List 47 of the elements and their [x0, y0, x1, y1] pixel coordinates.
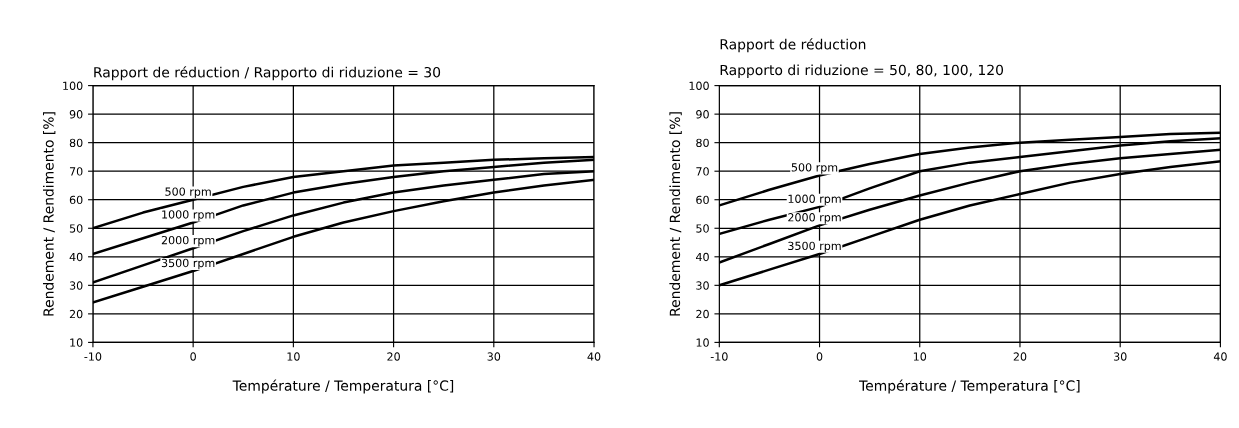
- x-axis-title: Température / Temperatura [°C]: [859, 379, 1080, 394]
- y-tick-label: 80: [69, 138, 83, 148]
- x-tick-label: 0: [816, 352, 823, 361]
- x-tick-label: 0: [190, 352, 196, 361]
- chart-title: Rapport de réduction / Rapporto di riduzione = 30: [94, 66, 441, 81]
- series-label: 2000 rpm: [788, 213, 841, 224]
- y-tick-label: 90: [696, 110, 709, 119]
- x-tick-label: -10: [84, 352, 102, 361]
- y-tick-label: 90: [69, 110, 83, 119]
- x-tick-label: 30: [1113, 352, 1127, 361]
- y-tick-label: 60: [69, 195, 83, 205]
- series-label: 500 rpm: [165, 187, 211, 198]
- x-axis-title: Température / Temperatura [°C]: [232, 379, 454, 394]
- chart-subtitle: Rapporto di riduzione = 50, 80, 100, 120: [720, 64, 1004, 78]
- y-tick-label: 100: [63, 81, 83, 90]
- x-tick-label: 30: [487, 352, 501, 361]
- x-tick-label: 20: [1013, 352, 1027, 361]
- x-tick-label: 10: [913, 352, 927, 361]
- y-tick-label: 40: [695, 252, 709, 262]
- y-tick-label: 20: [69, 309, 83, 319]
- y-tick-label: 40: [69, 252, 83, 262]
- y-tick-label: 60: [696, 195, 709, 205]
- y-tick-label: 50: [69, 224, 83, 233]
- series-label: 1000 rpm: [162, 210, 215, 221]
- y-tick-label: 10: [696, 338, 709, 347]
- series-label: 1000 rpm: [788, 194, 841, 206]
- x-tick-label: 40: [587, 352, 601, 361]
- y-tick-label: 30: [696, 281, 709, 290]
- series-label: 3500 rpm: [161, 258, 215, 270]
- series-label: 500 rpm: [791, 163, 838, 174]
- y-axis-title: Rendement / Rendimento [%]: [669, 112, 682, 316]
- y-axis-title: Rendement / Rendimento [%]: [43, 112, 56, 316]
- x-tick-label: -10: [710, 352, 728, 361]
- series-label: 3500 rpm: [788, 241, 841, 253]
- x-tick-label: 40: [1213, 352, 1227, 361]
- chart-title: Rapport de réduction: [720, 38, 866, 53]
- y-tick-label: 30: [69, 281, 83, 290]
- y-tick-label: 10: [70, 338, 83, 347]
- x-tick-label: 20: [387, 352, 400, 361]
- series-label: 2000 rpm: [161, 235, 215, 247]
- y-tick-label: 20: [696, 309, 709, 319]
- y-tick-label: 70: [696, 167, 709, 176]
- y-tick-label: 70: [69, 167, 83, 176]
- y-tick-label: 80: [696, 138, 709, 148]
- y-tick-label: 50: [696, 224, 709, 233]
- y-tick-label: 100: [689, 81, 709, 90]
- x-tick-label: 10: [287, 352, 300, 361]
